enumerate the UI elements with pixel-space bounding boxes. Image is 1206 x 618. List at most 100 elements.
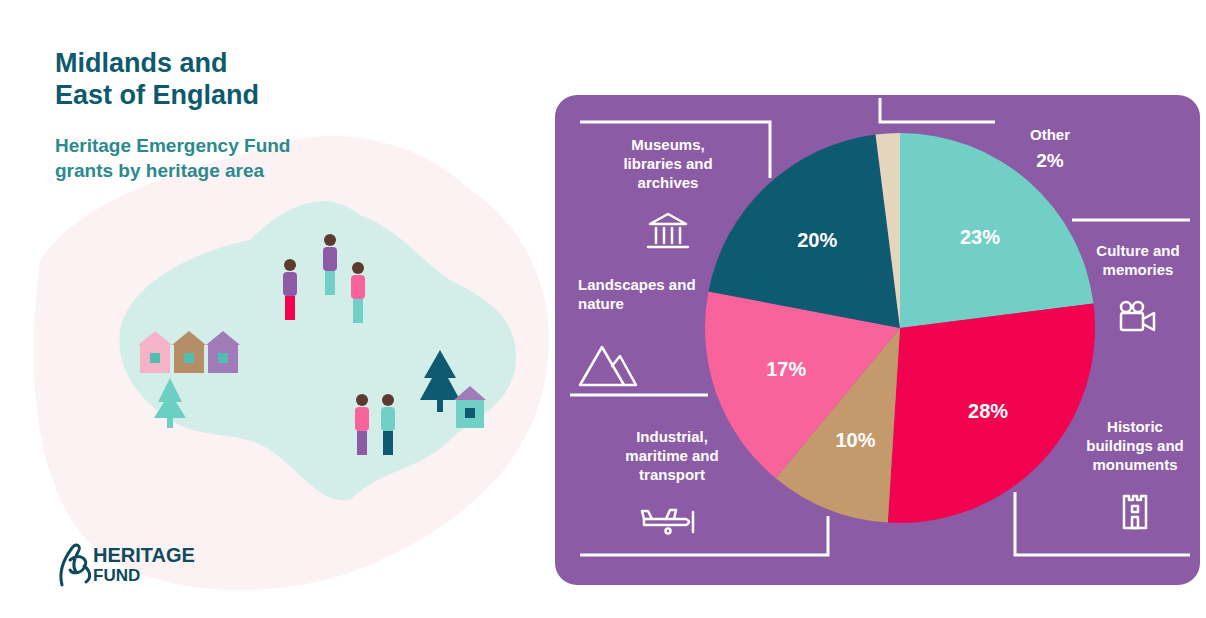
divider-line [1015, 492, 1190, 555]
person-body [355, 407, 369, 431]
icon-museum [648, 214, 688, 247]
category-label-line: memories [1103, 261, 1174, 278]
icons [580, 214, 1154, 534]
category-label-line: archives [638, 174, 699, 191]
pie-slice [888, 304, 1095, 523]
panel [555, 95, 1200, 585]
title-line: Midlands and [55, 48, 228, 78]
divider-line [580, 122, 770, 178]
house [456, 400, 484, 428]
divider-line [880, 98, 995, 122]
subtitle-line: Heritage Emergency Fund [55, 135, 290, 156]
map-decoration [34, 136, 549, 590]
person-head [382, 394, 394, 406]
category-label-line: nature [578, 295, 624, 312]
category-label: Culture and memories [1096, 242, 1179, 278]
logo: HERITAGEFUND [61, 544, 195, 585]
person-legs [353, 299, 363, 323]
title-line: East of England [55, 80, 259, 110]
data-label: 17% [766, 358, 806, 380]
background-map [34, 136, 549, 590]
category-label-line: Culture and [1096, 242, 1179, 259]
person-legs [383, 431, 393, 455]
category-label: Landscapes and nature [578, 276, 696, 312]
icon-part [1121, 313, 1143, 330]
data-label: 20% [797, 229, 837, 251]
divider-line [1072, 219, 1190, 222]
category-label: Museums, libraries and archives [623, 136, 712, 191]
category-label-line: buildings and [1086, 437, 1184, 454]
icon-part [671, 228, 674, 243]
icon-tower [1124, 496, 1146, 528]
icon-mountain [580, 347, 636, 385]
icon-camera [1121, 302, 1154, 330]
data-label: 28% [968, 400, 1008, 422]
category-label-line: transport [639, 466, 705, 483]
chart-container: Midlands andEast of England Heritage Emer… [0, 0, 1206, 618]
icon-part [612, 356, 636, 385]
category-label: Historic buildings and monuments [1086, 418, 1184, 473]
person-body [323, 247, 337, 271]
icon-plane [642, 510, 693, 534]
category-label: Other [1030, 126, 1070, 143]
pie-slices [705, 133, 1095, 523]
divider-line [580, 516, 828, 555]
category-label-line: libraries and [623, 155, 712, 172]
category-label-line: Museums, [631, 136, 704, 153]
icon-part [692, 512, 695, 532]
house-window [150, 353, 160, 363]
house [208, 345, 238, 373]
chart-svg: Midlands andEast of England Heritage Emer… [0, 0, 1206, 618]
person-head [352, 262, 364, 274]
person-head [324, 234, 336, 246]
person-head [284, 259, 296, 271]
data-label: 10% [835, 429, 875, 451]
icon-part [580, 347, 624, 385]
icon-part [666, 510, 676, 519]
category-label: Industrial, maritime and transport [625, 428, 718, 483]
divider-lines [570, 98, 1190, 555]
house-roof [138, 331, 172, 345]
house [140, 345, 170, 373]
icon-part [1132, 506, 1138, 512]
icon-part [679, 228, 682, 243]
category-label-line: Other [1030, 126, 1070, 143]
icon-part [655, 228, 658, 243]
category-label-line: monuments [1092, 456, 1177, 473]
house-window [465, 408, 475, 418]
person-body [283, 272, 297, 296]
logo-text: FUND [93, 566, 140, 585]
person-legs [325, 271, 335, 295]
subtitle-line: grants by heritage area [55, 160, 265, 181]
person-legs [357, 431, 367, 455]
tree-trunk [167, 418, 173, 428]
category-labels: Culture and memories Historic buildings and… [578, 126, 1184, 483]
icon-part [650, 214, 686, 224]
icon-part [648, 246, 688, 249]
category-label-line: Historic [1107, 418, 1163, 435]
house-window [184, 353, 194, 363]
divider-line [570, 394, 708, 397]
icon-part [663, 228, 666, 243]
pie-slice [876, 133, 900, 328]
tree-trunk [437, 400, 443, 412]
data-label: 2% [1036, 150, 1064, 171]
icon-part [642, 511, 652, 519]
category-label-line: Industrial, [636, 428, 708, 445]
icon-part [666, 529, 671, 534]
tree [154, 378, 186, 418]
icon-part [1133, 302, 1143, 312]
person-legs [285, 296, 295, 320]
logo-text: HERITAGE [93, 544, 195, 566]
data-label: 23% [960, 226, 1000, 248]
category-label-line: Landscapes and [578, 276, 696, 293]
category-label-line: maritime and [625, 447, 718, 464]
title: Midlands andEast of England [55, 48, 259, 110]
region-shape [119, 201, 516, 500]
house-roof [454, 386, 486, 400]
icon-part [1121, 302, 1131, 312]
value-labels: 23% 28% 10% 17% 20% 2% [766, 150, 1064, 451]
pie-slice [900, 133, 1093, 328]
tree [420, 350, 460, 400]
icon-part [1143, 313, 1154, 330]
